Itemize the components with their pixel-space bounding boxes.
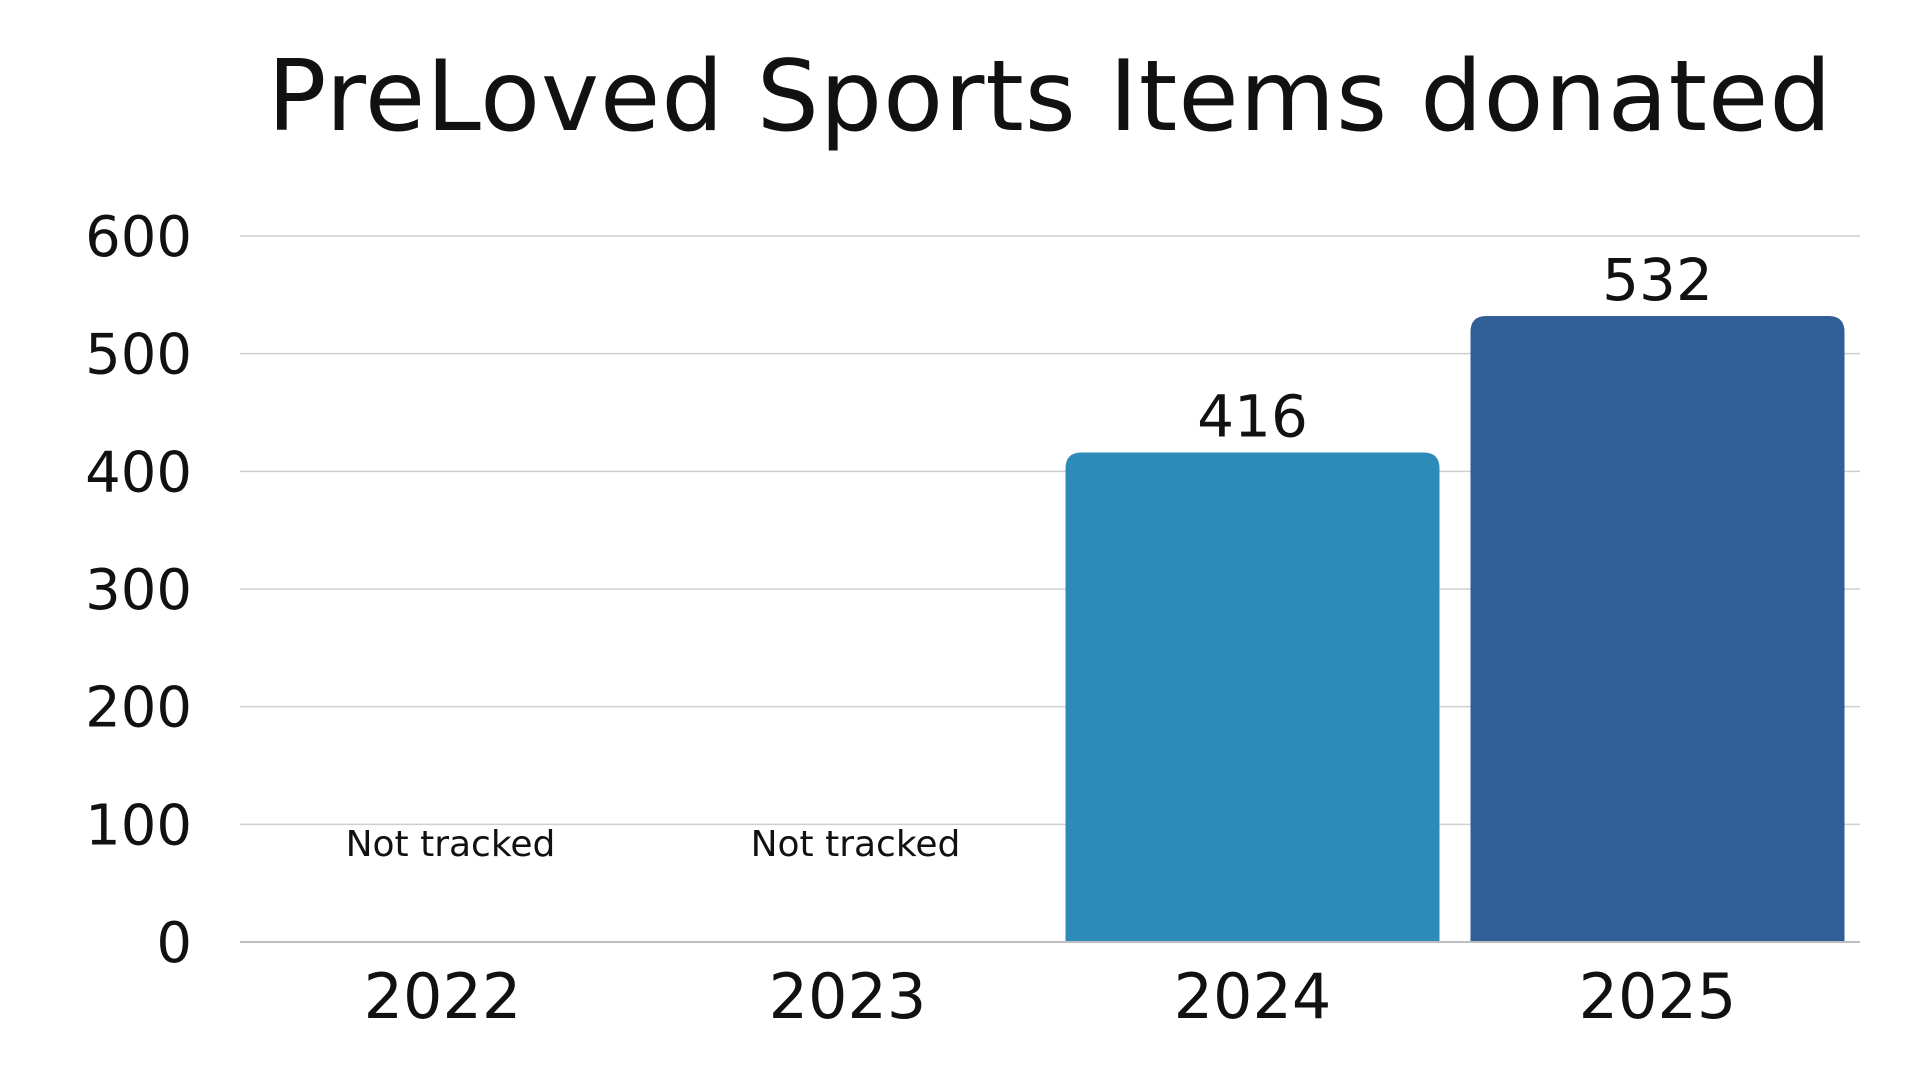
x-tick-label-2022: 2022 (364, 960, 522, 1033)
y-tick-label: 0 (156, 911, 192, 976)
y-tick-label: 500 (85, 323, 192, 388)
y-tick-label: 400 (85, 440, 192, 505)
y-axis-ticks: 0 100 200 300 400 500 600 (85, 205, 192, 976)
x-axis-labels: 2022 2023 2024 2025 (364, 960, 1737, 1033)
x-tick-label-2024: 2024 (1174, 960, 1332, 1033)
x-tick-label-2023: 2023 (769, 960, 927, 1033)
y-tick-label: 200 (85, 676, 192, 741)
y-tick-label: 300 (85, 558, 192, 623)
x-tick-label-2025: 2025 (1579, 960, 1737, 1033)
y-tick-label: 100 (85, 793, 192, 858)
notes: Not tracked Not tracked (346, 824, 961, 865)
y-tick-label: 600 (85, 205, 192, 270)
data-label-2025: 532 (1602, 246, 1713, 314)
bar-2025 (1470, 316, 1845, 943)
data-labels: 416 532 (1197, 246, 1713, 450)
note-label-2023: Not tracked (751, 824, 961, 865)
chart-title: PreLoved Sports Items donated (267, 40, 1833, 154)
data-label-2024: 416 (1197, 383, 1308, 451)
gridlines (240, 235, 1860, 826)
bars (1065, 316, 1845, 943)
note-label-2022: Not tracked (346, 824, 556, 865)
bar-2024 (1065, 452, 1440, 942)
